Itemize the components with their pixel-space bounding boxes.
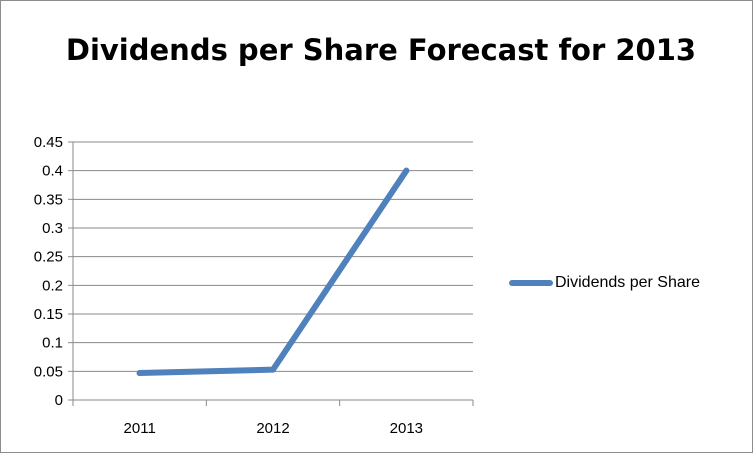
y-tick-label: 0.35 (34, 191, 63, 208)
legend: Dividends per Share (509, 274, 700, 292)
data-point (270, 366, 276, 373)
y-tick-label: 0.45 (34, 134, 63, 151)
series-lines (136, 167, 410, 377)
y-tick-label: 0.3 (42, 220, 63, 237)
y-tick-label: 0.05 (34, 363, 63, 380)
x-tick-label: 2013 (390, 420, 423, 437)
x-tick-label: 2011 (124, 420, 156, 437)
data-point (136, 370, 143, 377)
axes (68, 141, 474, 406)
y-tick-label: 0.15 (34, 306, 63, 323)
y-tick-label: 0 (55, 392, 63, 409)
chart-title: Dividends per Share Forecast for 2013 (65, 33, 697, 67)
y-tick-label: 0.2 (42, 277, 63, 294)
gridlines (73, 141, 473, 372)
legend-swatch (509, 280, 553, 286)
y-tick-label: 0.1 (42, 335, 63, 352)
y-tick-label: 0.25 (34, 249, 63, 266)
tick-labels: 0 0.05 0.1 0.15 0.2 0.25 0.3 0.35 0.4 0.45 2011 201… (34, 134, 423, 437)
data-point (403, 167, 410, 174)
legend-label: Dividends per Share (555, 274, 700, 291)
x-tick-label: 2012 (256, 420, 289, 437)
y-tick-label: 0.4 (42, 163, 63, 180)
